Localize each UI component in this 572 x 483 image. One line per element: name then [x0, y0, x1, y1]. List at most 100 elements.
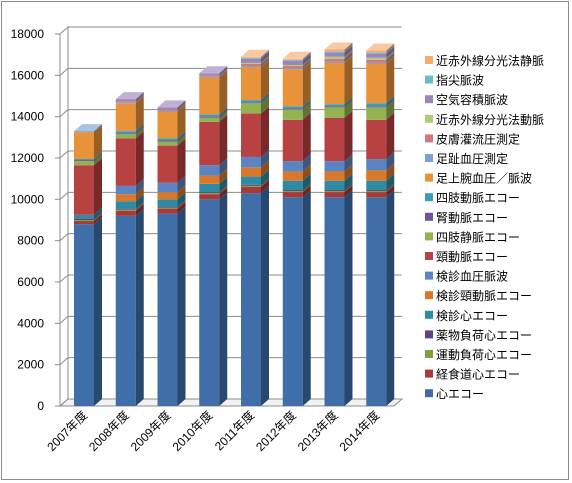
bar-segment	[241, 102, 261, 104]
bar-segment-side	[135, 202, 144, 211]
bar-segment	[199, 165, 220, 176]
bar-segment-side	[344, 183, 353, 192]
bar-top	[324, 42, 353, 50]
bar-segment	[115, 102, 136, 104]
bar-segment	[199, 121, 220, 166]
bar-segment-side	[344, 42, 353, 52]
bar-segment-side	[219, 187, 228, 200]
x-tick-label: 2008年度	[85, 408, 131, 454]
bar-segment-side	[135, 96, 144, 132]
legend-swatch	[425, 252, 433, 260]
x-tick-label: 2007年度	[44, 408, 90, 454]
bar-segment-side	[261, 160, 269, 177]
bar-segment	[324, 51, 345, 53]
bar-segment-side	[344, 185, 353, 198]
bar-segment	[282, 108, 303, 110]
bar-segment-side	[177, 201, 186, 214]
bar-segment	[282, 197, 303, 406]
bar-segment	[282, 192, 303, 198]
bar-segment	[199, 192, 220, 194]
legend-label: 腎動脈エコー	[436, 211, 508, 225]
legend-swatch	[425, 154, 433, 162]
bar-segment	[366, 190, 387, 192]
y-tick-label: 12000	[11, 151, 45, 165]
bar-segment-side	[302, 53, 311, 65]
bar-segment	[241, 113, 261, 157]
bar-segment-side	[219, 168, 228, 184]
x-tick-label: 2010年度	[169, 408, 215, 454]
bar-segment-side	[302, 101, 311, 110]
bar-segment	[241, 62, 261, 64]
bar-segment	[366, 197, 387, 406]
bar-segment-side	[261, 186, 269, 406]
bar-segment-side	[302, 184, 311, 193]
bar-segment	[282, 59, 303, 61]
bar-segment-side	[219, 185, 228, 194]
bar-segment	[282, 69, 303, 107]
bar-segment-side	[302, 61, 311, 70]
bar-segment-side	[261, 59, 269, 68]
bar-segment-side	[261, 93, 269, 103]
x-tick-label: 2012年度	[252, 408, 298, 454]
legend-swatch	[425, 369, 433, 378]
bar-segment-side	[177, 175, 186, 193]
bar-segment	[282, 119, 303, 162]
bar-segment	[115, 101, 136, 103]
bar-segment	[157, 145, 178, 183]
bar-segment-side	[94, 213, 102, 222]
bar-segment	[74, 132, 94, 160]
bar-segment	[199, 76, 220, 78]
bar-segment-side	[386, 190, 395, 406]
bar-segment	[74, 218, 94, 220]
legend-label: 足上腕血圧／脈波	[436, 171, 532, 186]
bar-segment	[74, 165, 94, 215]
legend-label: 薬物負荷心エコー	[436, 328, 532, 342]
bar-segment-side	[219, 176, 228, 193]
bar-segment-side	[177, 133, 186, 142]
bar-segment-side	[386, 152, 395, 171]
bar-segment	[366, 59, 387, 63]
bar-segment	[115, 103, 136, 132]
bar-segment	[199, 114, 220, 117]
legend-swatch	[425, 232, 433, 241]
bar-segment-side	[386, 52, 395, 63]
legend-swatch	[425, 271, 433, 280]
legend-label: 検診心エコー	[436, 308, 508, 323]
bar-segment	[199, 183, 220, 193]
bar-segment-side	[219, 66, 228, 76]
bar-segment-side	[219, 69, 228, 78]
bar-segment	[241, 67, 261, 101]
bar-segment-side	[344, 45, 353, 57]
bar-segment	[74, 221, 94, 225]
bar-segment-side	[261, 95, 269, 104]
bar-segment-side	[344, 55, 353, 105]
bar-segment-side	[261, 178, 269, 187]
bar-segment	[199, 175, 220, 184]
bar-segment	[115, 201, 136, 209]
bar-segment-side	[219, 70, 228, 115]
bar-segment-side	[135, 201, 144, 210]
gridline	[59, 26, 402, 35]
bar-segment-side	[386, 100, 395, 120]
bar-segment	[199, 73, 220, 76]
bar-segment	[324, 49, 345, 52]
bar-segment	[324, 61, 345, 63]
bar-segment	[324, 161, 345, 172]
bar-segment-side	[177, 199, 186, 208]
bar-segment-side	[386, 96, 395, 107]
bar-top	[115, 92, 144, 100]
bar-segment	[241, 100, 261, 103]
bar-segment-side	[344, 190, 353, 406]
bar-segment-side	[94, 211, 102, 220]
y-tick-label: 2000	[17, 358, 44, 372]
bar-segment	[157, 138, 178, 141]
bar-segment	[282, 190, 303, 192]
bar-segment	[282, 66, 303, 69]
bar-segment-side	[344, 164, 353, 181]
bar-segment-side	[302, 52, 311, 61]
bar-segment	[324, 58, 345, 62]
bar-segment	[366, 191, 387, 193]
bar-segment	[199, 116, 220, 118]
bar-segment	[241, 185, 261, 187]
legend-label: 運動負荷心エコー	[436, 348, 532, 362]
